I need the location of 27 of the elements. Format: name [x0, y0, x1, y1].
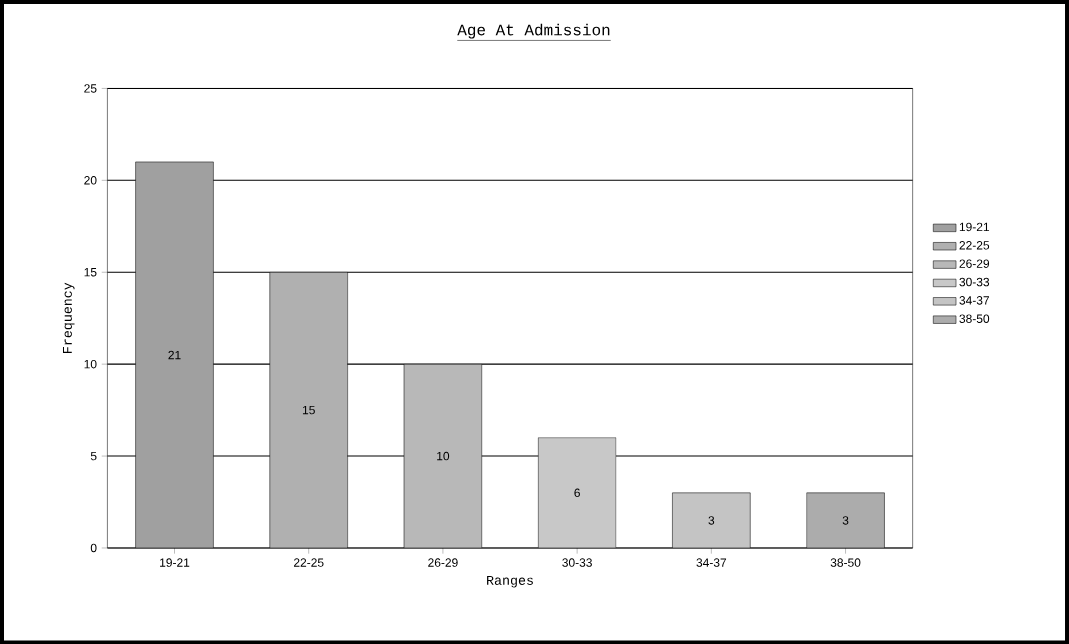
- data-label: 15: [302, 405, 315, 415]
- legend-label: 19-21: [959, 222, 990, 231]
- chart-title: Age At Admission: [457, 23, 610, 39]
- y-axis-title: Frequency: [62, 282, 75, 353]
- x-tick-label: 26-29: [428, 558, 458, 567]
- x-tick-label: 30-33: [562, 558, 592, 567]
- data-label: 21: [168, 350, 181, 359]
- y-tick-label: 5: [90, 451, 97, 461]
- legend-label: 38-50: [959, 314, 990, 323]
- x-tick-label: 34-37: [696, 558, 727, 567]
- y-tick-label: 0: [90, 543, 97, 553]
- y-tick-label: 20: [84, 175, 97, 185]
- data-label: 10: [437, 451, 450, 461]
- y-tick-label: 15: [84, 267, 97, 277]
- x-tick-label: 22-25: [293, 558, 324, 567]
- y-tick-label: 10: [84, 359, 97, 369]
- data-label: 3: [842, 515, 849, 525]
- x-axis-title: Ranges: [487, 575, 533, 588]
- x-tick-label: 19-21: [160, 558, 190, 567]
- data-label: 6: [574, 488, 580, 497]
- legend-label: 30-33: [959, 277, 990, 287]
- x-tick-label: 38-50: [830, 558, 861, 567]
- legend-label: 26-29: [959, 259, 990, 268]
- legend-label: 22-25: [959, 240, 990, 250]
- legend-label: 34-37: [959, 295, 990, 305]
- data-label: 3: [708, 515, 715, 525]
- y-tick-label: 25: [84, 83, 97, 93]
